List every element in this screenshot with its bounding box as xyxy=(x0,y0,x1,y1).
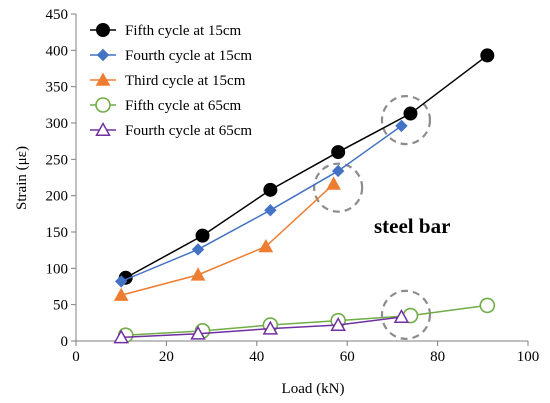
data-point xyxy=(114,275,128,288)
legend-marker xyxy=(95,97,111,113)
highlight-circles xyxy=(313,94,432,340)
series-5 xyxy=(113,308,410,344)
series-layer xyxy=(113,48,496,344)
data-point xyxy=(393,308,410,323)
legend-label: Fifth cycle at 15cm xyxy=(125,23,242,39)
data-point xyxy=(331,164,345,178)
legend: Fifth cycle at 15cm Fourth cycle at 15cm T… xyxy=(90,23,252,139)
series-line xyxy=(120,125,402,283)
y-tick-label: 450 xyxy=(46,7,69,23)
data-point xyxy=(113,329,129,344)
y-tick-label: 0 xyxy=(61,334,69,350)
legend-label: Fifth cycle at 65cm xyxy=(125,98,242,114)
data-point xyxy=(195,228,210,243)
series-line xyxy=(125,304,488,336)
data-point xyxy=(263,182,278,197)
highlight-circle xyxy=(380,94,432,146)
legend-label: Fourth cycle at 15cm xyxy=(125,48,252,64)
legend-marker xyxy=(95,72,111,86)
data-point xyxy=(480,48,495,63)
data-point xyxy=(113,287,129,301)
highlight-circle xyxy=(313,162,364,213)
data-point xyxy=(264,203,277,217)
y-tick-label: 200 xyxy=(46,189,69,205)
x-tick-label: 60 xyxy=(340,349,355,365)
series-line xyxy=(121,183,335,296)
series-line xyxy=(125,54,488,279)
legend-label: Fourth cycle at 65cm xyxy=(125,123,252,139)
series-2 xyxy=(114,119,408,288)
data-point xyxy=(258,239,274,253)
y-tick-label: 400 xyxy=(46,43,69,59)
x-tick-label: 80 xyxy=(430,349,445,365)
data-point xyxy=(330,316,346,331)
series-4 xyxy=(117,297,496,343)
annotation-steel-bar: steel bar xyxy=(374,214,450,238)
legend-marker xyxy=(95,121,111,136)
y-tick-label: 50 xyxy=(53,298,68,314)
series-line xyxy=(121,316,402,339)
x-tick-label: 100 xyxy=(517,349,540,365)
data-point xyxy=(190,325,206,340)
y-tick-label: 250 xyxy=(46,152,69,168)
y-tick-label: 350 xyxy=(46,80,69,96)
y-axis-title: Strain (με) xyxy=(14,146,30,210)
data-point xyxy=(190,267,206,281)
x-tick-label: 40 xyxy=(249,349,264,365)
data-point xyxy=(395,119,408,133)
x-tick-label: 0 xyxy=(72,349,80,365)
x-axis-title: Load (kN) xyxy=(282,381,345,397)
x-tick-label: 20 xyxy=(159,349,174,365)
y-tick-label: 300 xyxy=(46,116,69,132)
y-tick-label: 100 xyxy=(46,261,69,277)
data-point xyxy=(403,106,418,121)
highlight-circle xyxy=(380,289,432,340)
data-point xyxy=(326,176,341,190)
data-point xyxy=(262,320,279,335)
data-point xyxy=(191,243,205,256)
legend-marker xyxy=(96,23,110,37)
axes: 0 50 100 150 200 250 300 350 400 450 0 20 40 60 80 100 xyxy=(46,7,540,365)
series-3 xyxy=(113,176,341,301)
data-point xyxy=(331,145,346,160)
series-1 xyxy=(118,48,495,285)
legend-marker xyxy=(96,48,110,62)
data-point xyxy=(479,297,496,314)
legend-label: Third cycle at 15cm xyxy=(125,73,246,89)
y-tick-label: 150 xyxy=(46,225,69,241)
